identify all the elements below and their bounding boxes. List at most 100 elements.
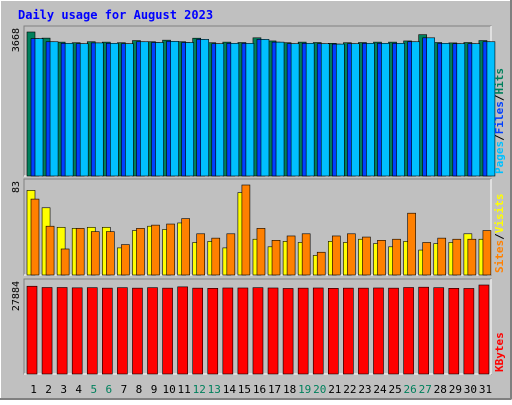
bar-pages-day-19 — [305, 43, 315, 177]
bar-pages-day-7 — [125, 43, 134, 177]
x-label-day-11: 11 — [178, 383, 191, 396]
bar-pages-day-24 — [381, 43, 390, 177]
bar-kbytes-day-14 — [222, 287, 234, 375]
legend-hits: Hits — [493, 68, 506, 95]
bar-sites-day-1 — [30, 198, 40, 276]
bar-pages-day-12 — [200, 39, 210, 177]
x-label-day-9: 9 — [151, 383, 158, 396]
bar-kbytes-day-26 — [403, 287, 414, 375]
x-label-day-1: 1 — [30, 383, 37, 396]
legend-files: Files — [493, 101, 506, 134]
bar-kbytes-day-13 — [207, 288, 219, 375]
x-axis-labels: 1 2 3 4 5 6 7 8 9 10 11 12 13 14 15 16 17 18 19 20 21 22 23 24 2… — [30, 383, 492, 396]
bar-kbytes-day-18 — [282, 288, 294, 375]
bar-kbytes-day-7 — [117, 287, 128, 375]
bar-kbytes-day-4 — [71, 287, 83, 375]
legend-sites: Sites — [493, 240, 506, 273]
legend-pages: Pages — [493, 141, 506, 174]
x-label-day-31: 31 — [479, 383, 492, 396]
x-label-day-23: 23 — [358, 383, 371, 396]
x-label-day-29: 29 — [449, 383, 462, 396]
bar-kbytes-day-9 — [147, 287, 158, 375]
panel-legend: Sites/Visits — [493, 194, 506, 274]
bar-pages-day-27 — [426, 37, 435, 177]
bar-pages-day-15 — [245, 43, 255, 177]
x-label-day-10: 10 — [162, 383, 175, 396]
x-label-day-19: 19 — [298, 383, 311, 396]
bar-sites-day-10 — [166, 223, 175, 276]
bar-pages-day-26 — [411, 41, 420, 177]
panel-legend: KBytes — [493, 332, 506, 372]
bar-pages-day-29 — [456, 43, 466, 177]
x-label-day-22: 22 — [343, 383, 356, 396]
bar-sites-day-6 — [106, 231, 115, 276]
legend-kbytes: KBytes — [493, 332, 506, 372]
bar-sites-day-29 — [452, 238, 462, 276]
bar-kbytes-day-10 — [162, 287, 173, 375]
legend-separator: / — [493, 233, 506, 240]
bar-kbytes-day-15 — [237, 287, 249, 375]
bar-kbytes-day-12 — [192, 287, 204, 375]
bar-sites-day-11 — [181, 218, 190, 276]
bar-pages-day-18 — [290, 43, 300, 177]
bar-kbytes-day-1 — [26, 285, 38, 375]
bar-pages-day-1 — [34, 38, 44, 177]
bar-kbytes-day-29 — [448, 288, 460, 375]
bar-kbytes-day-30 — [463, 288, 475, 375]
bar-pages-day-28 — [441, 43, 451, 177]
bar-sites-day-23 — [362, 236, 371, 276]
bar-sites-day-9 — [151, 224, 160, 276]
x-label-day-17: 17 — [268, 383, 281, 396]
x-label-day-15: 15 — [238, 383, 251, 396]
y-max-label: 27884 — [11, 281, 22, 311]
bar-sites-day-28 — [437, 237, 447, 276]
bar-sites-day-31 — [482, 230, 492, 276]
x-label-day-28: 28 — [434, 383, 447, 396]
x-label-day-12: 12 — [193, 383, 206, 396]
bar-pages-day-3 — [64, 43, 74, 177]
bar-pages-day-30 — [471, 43, 481, 177]
x-label-day-6: 6 — [106, 383, 113, 396]
bar-pages-day-31 — [486, 41, 496, 177]
x-label-day-14: 14 — [223, 383, 237, 396]
kbytes-panel: 27884 KBytes — [11, 278, 506, 375]
bar-kbytes-day-31 — [478, 284, 490, 375]
x-label-day-20: 20 — [313, 383, 326, 396]
bar-kbytes-day-27 — [418, 286, 429, 375]
x-label-day-2: 2 — [45, 383, 52, 396]
x-label-day-24: 24 — [373, 383, 387, 396]
bar-kbytes-day-20 — [312, 287, 324, 375]
x-label-day-18: 18 — [283, 383, 296, 396]
bar-sites-day-22 — [347, 233, 356, 276]
bar-kbytes-day-8 — [132, 287, 143, 375]
bar-sites-day-4 — [75, 228, 85, 276]
bar-kbytes-day-17 — [267, 287, 279, 375]
bar-sites-day-2 — [45, 225, 55, 276]
y-max-label: 3668 — [11, 28, 22, 52]
bar-pages-day-13 — [215, 43, 225, 177]
bar-sites-day-30 — [467, 238, 477, 276]
legend-separator: / — [493, 94, 506, 101]
x-label-day-26: 26 — [404, 383, 417, 396]
x-label-day-21: 21 — [328, 383, 341, 396]
bar-sites-day-19 — [301, 233, 311, 276]
bar-sites-day-24 — [377, 240, 386, 276]
bar-sites-day-3 — [60, 248, 70, 276]
x-label-day-7: 7 — [121, 383, 128, 396]
x-label-day-13: 13 — [208, 383, 221, 396]
bar-pages-day-10 — [170, 41, 179, 177]
x-label-day-8: 8 — [136, 383, 143, 396]
chart-title: Daily usage for August 2023 — [18, 8, 213, 22]
bar-sites-day-26 — [407, 212, 416, 276]
x-label-day-25: 25 — [388, 383, 401, 396]
bar-kbytes-day-25 — [388, 287, 399, 375]
bar-sites-day-7 — [121, 244, 130, 276]
x-label-day-27: 27 — [419, 383, 432, 396]
x-label-day-5: 5 — [90, 383, 97, 396]
bar-sites-day-15 — [241, 184, 251, 276]
bar-pages-day-22 — [351, 43, 360, 177]
bar-pages-day-6 — [110, 43, 119, 177]
